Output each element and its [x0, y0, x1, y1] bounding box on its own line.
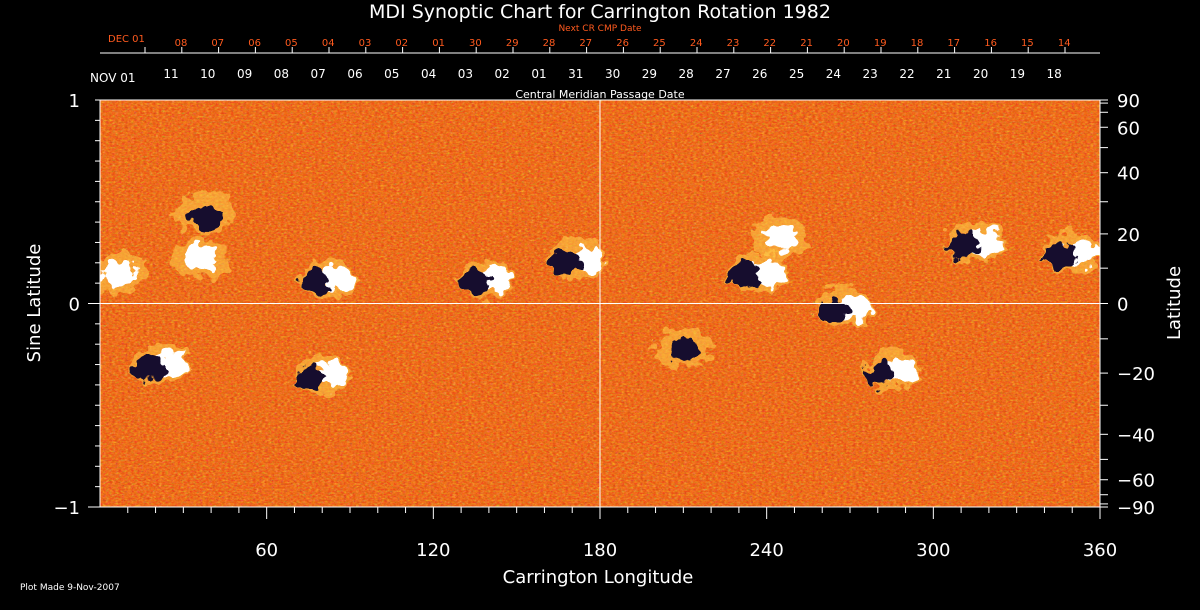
- y-right-tick-label: 90: [1117, 91, 1140, 112]
- y-axis-left: −1 0 1: [53, 91, 100, 519]
- next-cr-date-label: 04: [322, 38, 335, 49]
- active-region: [100, 252, 147, 293]
- cmp-date-label: 24: [826, 67, 841, 81]
- cmp-date-label: 07: [311, 67, 326, 81]
- active-region: [945, 222, 1005, 263]
- cmp-date-label: 30: [605, 67, 620, 81]
- cmp-date-label: 04: [421, 67, 436, 81]
- x-tick-label: 360: [1083, 540, 1117, 561]
- y-right-tick-label: −40: [1117, 425, 1155, 446]
- x-tick-label: 240: [749, 540, 783, 561]
- next-cr-date-label: 15: [1021, 38, 1034, 49]
- cmp-date-label: 11: [163, 67, 178, 81]
- y-left-tick-label: −1: [53, 498, 80, 519]
- cmp-date-label: 01: [531, 67, 546, 81]
- cmp-date-label: 28: [679, 67, 694, 81]
- y-axis-left-label: Sine Latitude: [24, 244, 45, 363]
- y-right-tick-label: 0: [1117, 295, 1128, 316]
- active-region: [292, 354, 353, 395]
- cmp-date-label: 23: [863, 67, 878, 81]
- next-cr-date-label: 05: [285, 38, 298, 49]
- next-cr-date-label: 23: [727, 38, 740, 49]
- y-right-tick-label: 40: [1117, 164, 1140, 185]
- x-tick-label: 180: [583, 540, 617, 561]
- next-cr-date-label: 14: [1058, 38, 1071, 49]
- next-cr-date-label: 25: [653, 38, 666, 49]
- active-region: [814, 287, 875, 328]
- cmp-date-label: 31: [568, 67, 583, 81]
- next-cr-date-axis: Next CR CMP Date DEC 01 08 07 06 05 04 03 02 01…: [100, 24, 1100, 54]
- y-left-tick-label: 0: [69, 295, 80, 316]
- next-cr-date-label: 08: [175, 38, 188, 49]
- y-right-tick-label: −20: [1117, 364, 1155, 385]
- next-cr-date-label: 26: [616, 38, 629, 49]
- y-right-tick-label: −90: [1117, 498, 1155, 519]
- active-region: [170, 238, 230, 279]
- active-region: [728, 252, 789, 293]
- cmp-date-label: 08: [274, 67, 289, 81]
- x-tick-label: 120: [416, 540, 450, 561]
- x-tick-label: 300: [916, 540, 950, 561]
- next-cr-date-label: 07: [211, 38, 224, 49]
- next-cr-date-label: 02: [395, 38, 408, 49]
- cmp-date-label: 10: [200, 67, 215, 81]
- active-region: [750, 218, 811, 259]
- cmp-date-label: 25: [789, 67, 804, 81]
- active-region: [653, 328, 714, 369]
- cmp-date-label: 29: [642, 67, 657, 81]
- next-cr-date-label: 06: [248, 38, 261, 49]
- y-axis-right: 90 60 40 20 0 −20 −40 −60 −90: [1100, 91, 1155, 519]
- y-right-tick-label: 20: [1117, 225, 1140, 246]
- x-axis: 60 120 180 240 300 360: [127, 507, 1117, 561]
- next-cr-date-label: 19: [874, 38, 887, 49]
- next-cr-start-label: DEC 01: [108, 34, 145, 45]
- y-left-tick-label: 1: [69, 91, 80, 112]
- active-region: [297, 259, 358, 300]
- y-right-tick-label: 60: [1117, 118, 1140, 139]
- active-region: [131, 344, 192, 385]
- next-cr-axis-label: Next CR CMP Date: [558, 24, 642, 34]
- x-tick-label: 60: [255, 540, 278, 561]
- active-region: [547, 238, 608, 279]
- next-cr-date-label: 03: [359, 38, 372, 49]
- next-cr-date-label: 21: [800, 38, 813, 49]
- cmp-date-label: 26: [752, 67, 767, 81]
- cmp-date-label: 06: [347, 67, 362, 81]
- cmp-date-label: 03: [458, 67, 473, 81]
- active-region: [1042, 232, 1100, 273]
- plot-made-label: Plot Made 9-Nov-2007: [20, 583, 120, 593]
- cmp-date-label: 02: [495, 67, 510, 81]
- next-cr-date-label: 22: [763, 38, 776, 49]
- chart-title: MDI Synoptic Chart for Carrington Rotati…: [369, 1, 831, 23]
- cmp-date-label: 22: [899, 67, 914, 81]
- cmp-date-label: 05: [384, 67, 399, 81]
- cmp-date-label: 21: [936, 67, 951, 81]
- next-cr-date-label: 20: [837, 38, 850, 49]
- cmp-start-label: NOV 01: [90, 71, 136, 85]
- y-axis-right-label: Latitude: [1164, 266, 1185, 340]
- cmp-date-label: 20: [973, 67, 988, 81]
- active-region: [175, 193, 236, 234]
- next-cr-date-label: 16: [984, 38, 997, 49]
- cmp-date-label: 27: [715, 67, 730, 81]
- next-cr-date-label: 30: [469, 38, 482, 49]
- cmp-date-label: 18: [1047, 67, 1062, 81]
- cmp-date-label: 09: [237, 67, 252, 81]
- next-cr-date-label: 18: [911, 38, 924, 49]
- x-axis-label: Carrington Longitude: [503, 567, 694, 588]
- cmp-date-axis: NOV 01 11 10 09 08 07 06 05 04 03 02 01 31 30 29 28 27 2…: [90, 67, 1062, 101]
- next-cr-date-label: 28: [543, 38, 556, 49]
- next-cr-date-label: 01: [432, 38, 445, 49]
- next-cr-date-label: 27: [579, 38, 592, 49]
- next-cr-date-label: 17: [947, 38, 960, 49]
- y-right-tick-label: −60: [1117, 471, 1155, 492]
- cmp-axis-label: Central Meridian Passage Date: [515, 88, 684, 101]
- active-region: [456, 259, 517, 300]
- next-cr-date-label: 29: [506, 38, 519, 49]
- cmp-date-label: 19: [1010, 67, 1025, 81]
- active-region: [861, 350, 922, 391]
- next-cr-date-label: 24: [690, 38, 703, 49]
